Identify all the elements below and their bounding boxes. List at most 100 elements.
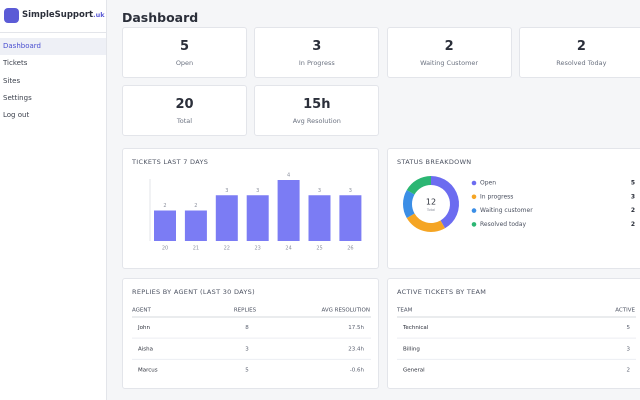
table-header: AGENT: [132, 308, 152, 314]
bar: [154, 210, 176, 241]
x-tick-label: 23: [255, 246, 261, 252]
legend-dot: [471, 222, 477, 227]
x-tick-label: 26: [347, 246, 353, 252]
table-cell: 3: [627, 346, 631, 352]
bar: [339, 195, 362, 241]
value-label: 2: [163, 203, 166, 209]
table-cell: John: [137, 325, 150, 331]
legend-label: In progress: [480, 193, 513, 200]
bar: [277, 180, 300, 241]
nav-item[interactable]: Dashboard: [0, 38, 106, 55]
x-tick-label: 25: [316, 246, 322, 252]
value-label: 4: [287, 173, 290, 179]
table-header: AVG RESOLUTION: [321, 308, 370, 314]
stat-label: Waiting Customer: [420, 59, 479, 67]
legend-value: 2: [631, 221, 635, 228]
value-label: 2: [194, 203, 197, 209]
donut-segment: [406, 176, 431, 195]
stat-value: 20: [175, 97, 194, 112]
legend-dot: [471, 180, 477, 186]
bar: [308, 195, 331, 241]
value-label: 3: [349, 188, 352, 194]
legend-label: Open: [480, 180, 496, 187]
legend-value: 5: [631, 180, 635, 187]
donut-segment: [431, 176, 459, 229]
value-label: 3: [318, 188, 321, 194]
legend-value: 2: [631, 207, 635, 214]
stat-value: 2: [576, 39, 586, 54]
donut-total-label: Total: [426, 208, 435, 212]
bar: [184, 210, 207, 241]
table-cell: 8: [245, 325, 249, 331]
divider: [0, 32, 106, 33]
bar: [215, 195, 238, 241]
table-header: REPLIES: [234, 308, 257, 314]
stat-card: 20 Total: [122, 85, 247, 136]
table-cell: Marcus: [138, 368, 158, 374]
stat-card: 2 Waiting Customer: [386, 27, 512, 78]
table-cell: Billing: [403, 346, 420, 352]
x-tick-label: 21: [193, 246, 199, 252]
legend-value: 3: [631, 193, 635, 200]
stat-card: 15h Avg Resolution: [254, 85, 380, 136]
page-title: Dashboard: [122, 10, 199, 25]
panel-title: ACTIVE TICKETS BY TEAM: [397, 288, 486, 296]
table-header: TEAM: [396, 308, 413, 314]
table-header: ACTIVE: [615, 308, 635, 314]
table-cell: 3: [245, 346, 249, 352]
replies-panel: REPLIES BY AGENT (LAST 30 DAYS) AGENT REPL…: [122, 278, 379, 389]
stat-label: In Progress: [298, 59, 335, 67]
stat-card: 2 Resolved Today: [518, 27, 640, 78]
stat-value: 2: [444, 39, 454, 54]
sidebar: SimpleSupport.uk Dashboard Tickets Sites Se…: [0, 0, 107, 400]
value-label: 3: [225, 188, 228, 194]
panel-canvas: ACTIVE TICKETS BY TEAM TEAM ACTIVE Technica…: [396, 288, 636, 374]
stat-card: 3 In Progress: [254, 27, 380, 78]
tickets-panel: TICKETS LAST 7 DAYS 2 20 2 21 3 22 3 23 4 24 3 25 3 26: [122, 148, 379, 269]
legend-label: Resolved today: [480, 221, 527, 228]
x-tick-label: 24: [285, 246, 291, 252]
value-label: 3: [256, 188, 259, 194]
status-panel: STATUS BREAKDOWN 12 Total Open 5 In progress 3…: [387, 148, 640, 269]
stat-label: Avg Resolution: [292, 117, 341, 125]
panel-title: REPLIES BY AGENT (LAST 30 DAYS): [132, 288, 255, 296]
legend-label: Waiting customer: [480, 207, 533, 214]
stat-card: 5 Open: [122, 27, 247, 78]
table-cell: 2: [627, 368, 631, 374]
table-cell: 23.4h: [348, 346, 364, 352]
nav-item[interactable]: Settings: [3, 93, 32, 102]
table-cell: 17.5h: [348, 325, 364, 331]
stat-value: 3: [312, 39, 322, 54]
donut-segment: [406, 213, 445, 232]
table-cell: Aisha: [138, 346, 153, 352]
stat-value: 5: [179, 39, 190, 54]
panel-canvas: TICKETS LAST 7 DAYS 2 20 2 21 3 22 3 23 4 24 3 25 3 26: [131, 158, 362, 252]
table-cell: 5: [245, 368, 249, 374]
x-tick-label: 20: [162, 246, 168, 252]
x-tick-label: 22: [224, 246, 230, 252]
table-cell: -0.6h: [350, 368, 365, 374]
bar: [246, 195, 269, 241]
legend-dot: [471, 208, 477, 213]
panel-canvas: REPLIES BY AGENT (LAST 30 DAYS) AGENT REPL…: [132, 288, 371, 374]
brand: SimpleSupport.uk: [22, 10, 105, 20]
stat-label: Open: [175, 59, 194, 67]
donut-segment: [403, 190, 415, 218]
active-panel: ACTIVE TICKETS BY TEAM TEAM ACTIVE Technica…: [387, 278, 640, 389]
table-cell: 5: [627, 325, 631, 331]
table-cell: General: [403, 368, 425, 374]
donut-total: 12: [426, 198, 436, 207]
brand-suffix: .uk: [93, 11, 105, 19]
panel-title: TICKETS LAST 7 DAYS: [131, 158, 208, 166]
stat-label: Total: [176, 117, 193, 125]
stat-label: Resolved Today: [556, 59, 607, 67]
stat-value: 15h: [303, 97, 331, 112]
logo-icon: [4, 8, 19, 23]
legend-dot: [471, 194, 477, 200]
nav-item[interactable]: Tickets: [3, 59, 28, 68]
nav-item[interactable]: Log out: [3, 111, 30, 120]
nav-item[interactable]: Sites: [3, 76, 21, 85]
brand-name: SimpleSupport: [22, 10, 94, 20]
